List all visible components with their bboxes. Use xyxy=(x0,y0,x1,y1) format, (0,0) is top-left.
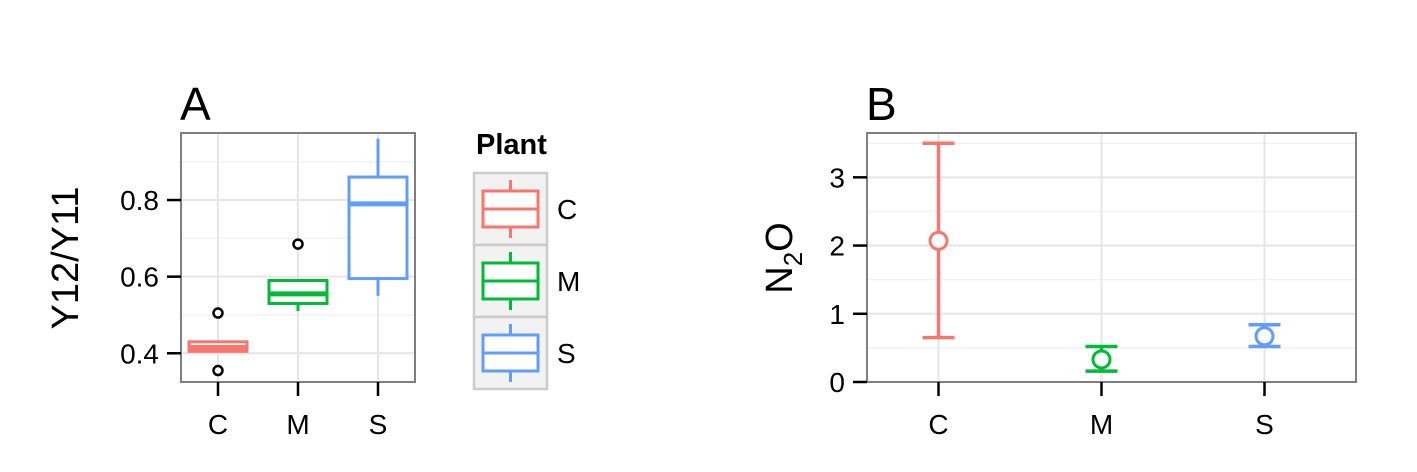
box-body xyxy=(347,175,409,281)
panel-b-points xyxy=(922,141,1281,373)
legend-entry-label: S xyxy=(557,338,576,369)
panel-a-x-tick-label: M xyxy=(286,409,309,440)
panel-b-y-axis-title-tail: O xyxy=(759,222,801,252)
box-s xyxy=(347,138,409,296)
panel-b-y-ticks: 0 1 2 3 xyxy=(829,162,867,398)
box-outlier xyxy=(212,364,224,377)
legend-title: Plant xyxy=(476,129,547,161)
panel-b-grid xyxy=(867,133,1356,383)
panel-a-y-axis-title: Y12/Y11 xyxy=(45,187,87,330)
errorbar-m xyxy=(1085,344,1118,373)
panel-b-y-axis-title: N2O xyxy=(759,222,808,293)
box-c xyxy=(187,307,249,377)
legend-entry-m: M xyxy=(472,243,580,319)
legend-entry-c: C xyxy=(472,171,577,247)
errorbar-mean-point xyxy=(1254,326,1275,347)
errorbar-c xyxy=(922,141,955,340)
box-outlier xyxy=(292,238,304,250)
panel-a-y-tick-label: 0.6 xyxy=(120,262,159,293)
legend-entry-label: M xyxy=(557,266,580,297)
panel-b-border xyxy=(866,132,1357,383)
panel-b-x-tick-label: M xyxy=(1090,409,1113,440)
box-m xyxy=(267,238,329,312)
panel-b-y-tick-label: 0 xyxy=(829,367,845,398)
panel-b-tag: B xyxy=(866,78,897,130)
panel-a-y-ticks: 0.4 0.6 0.8 xyxy=(120,185,181,369)
panel-a-boxes xyxy=(187,138,409,377)
panel-a-y-tick-label: 0.8 xyxy=(120,185,159,216)
errorbar-mean-point xyxy=(1091,349,1112,370)
box-outlier xyxy=(212,307,224,319)
panel-a-tag: A xyxy=(180,78,211,130)
legend-entry-label: C xyxy=(557,194,577,225)
panel-b-y-axis-title-main: N xyxy=(759,266,801,293)
panel-b-x-tick-label: C xyxy=(928,409,948,440)
legend-entries: C M S xyxy=(472,171,580,391)
panel-b-y-tick-label: 3 xyxy=(829,162,845,193)
panel-a-x-tick-label: C xyxy=(208,409,228,440)
panel-b-y-axis-title-sub: 2 xyxy=(778,252,808,266)
panel-a: A 0.4 0.6 0.8 C M S Y12/Y11 xyxy=(45,78,416,440)
panel-b-y-tick-label: 1 xyxy=(829,299,845,330)
legend: Plant C M S xyxy=(472,129,580,391)
legend-entry-s: S xyxy=(472,315,576,391)
errorbar-mean-point xyxy=(928,230,949,251)
panel-b-x-tick-label: S xyxy=(1255,409,1274,440)
panel-a-y-tick-label: 0.4 xyxy=(120,338,159,369)
panel-b-y-tick-label: 2 xyxy=(829,231,845,262)
panel-b-background xyxy=(867,133,1356,382)
errorbar-s xyxy=(1248,322,1281,349)
panel-a-x-tick-label: S xyxy=(369,409,388,440)
